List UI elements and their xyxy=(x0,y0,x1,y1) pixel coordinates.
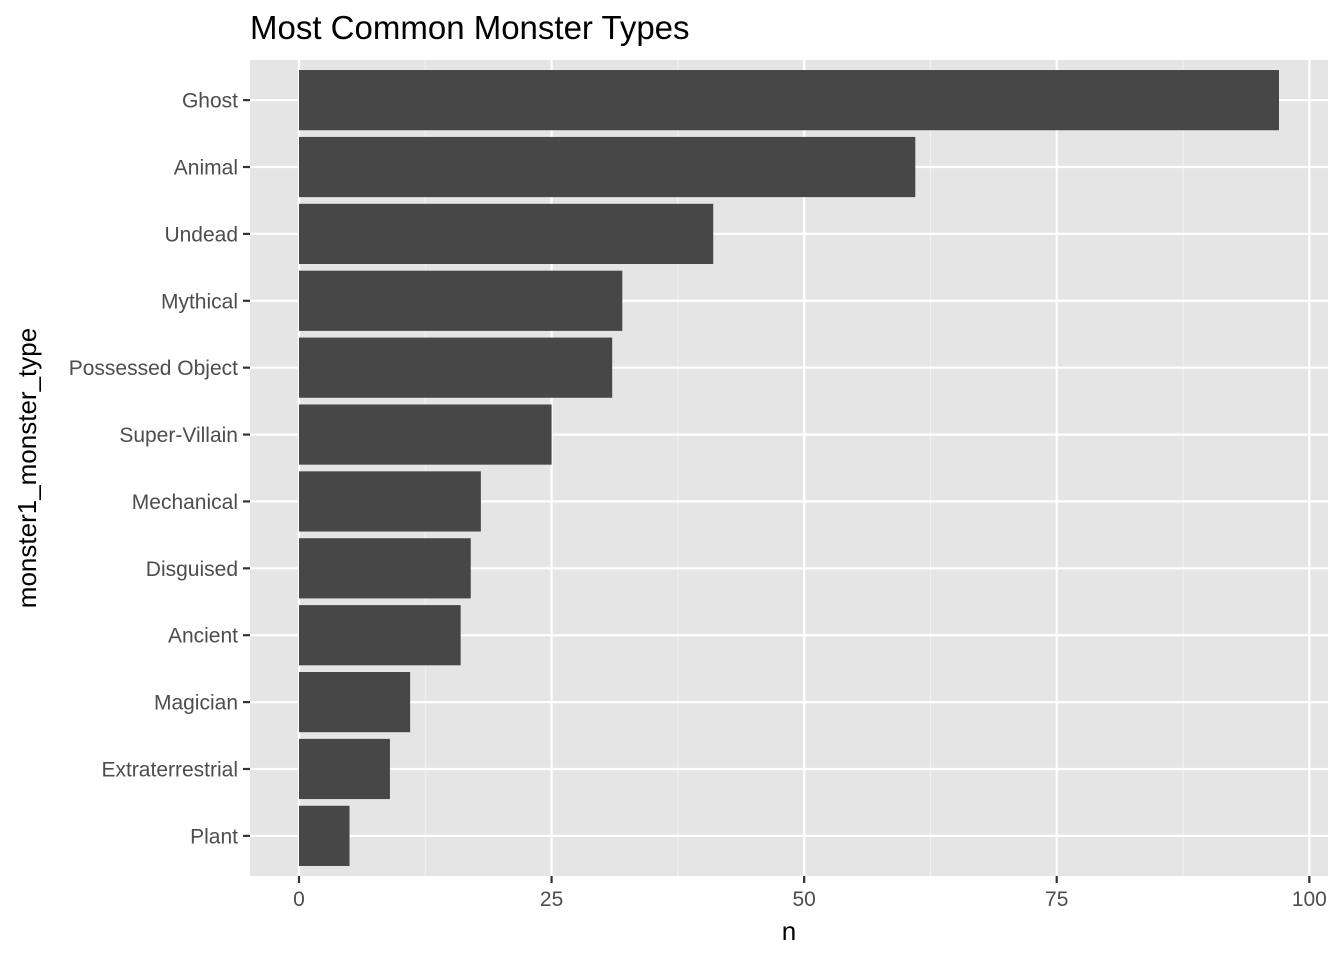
bar-ancient xyxy=(299,605,461,666)
y-tick-label: Ancient xyxy=(168,625,238,648)
bar-mechanical xyxy=(299,471,481,532)
x-tick-label: 75 xyxy=(1045,888,1068,911)
bar-ghost xyxy=(299,70,1279,131)
bar-magician xyxy=(299,672,411,733)
y-axis-title: monster1_monster_type xyxy=(12,328,42,608)
bar-possessed-object xyxy=(299,337,613,398)
bars xyxy=(299,70,1279,866)
x-axis-title: n xyxy=(782,916,796,946)
bar-mythical xyxy=(299,270,623,331)
y-tick-label: Disguised xyxy=(146,558,238,581)
x-tick-label: 100 xyxy=(1292,888,1327,911)
bar-plant xyxy=(299,805,350,866)
y-tick-label: Super-Villain xyxy=(119,424,238,447)
bar-disguised xyxy=(299,538,471,599)
chart-title: Most Common Monster Types xyxy=(250,9,690,46)
x-tick-label: 0 xyxy=(293,888,305,911)
x-tick-label: 25 xyxy=(540,888,563,911)
bar-extraterrestrial xyxy=(299,738,390,800)
bar-super-villain xyxy=(299,404,552,465)
y-tick-label: Animal xyxy=(174,157,238,180)
bar-animal xyxy=(299,136,916,198)
y-tick-label: Ghost xyxy=(182,90,238,113)
y-tick-label: Magician xyxy=(154,692,238,715)
y-axis: Ghost Animal Undead Mythical Possessed Objec… xyxy=(69,90,250,848)
x-axis: 0 25 50 75 100 xyxy=(293,876,1327,911)
y-tick-label: Undead xyxy=(164,223,238,246)
y-tick-label: Possessed Object xyxy=(69,357,238,380)
y-tick-label: Mechanical xyxy=(132,491,238,514)
x-tick-label: 50 xyxy=(792,888,815,911)
y-tick-label: Mythical xyxy=(161,290,238,313)
y-tick-label: Plant xyxy=(190,825,238,848)
bar-undead xyxy=(299,203,714,264)
y-tick-label: Extraterrestrial xyxy=(101,758,238,781)
